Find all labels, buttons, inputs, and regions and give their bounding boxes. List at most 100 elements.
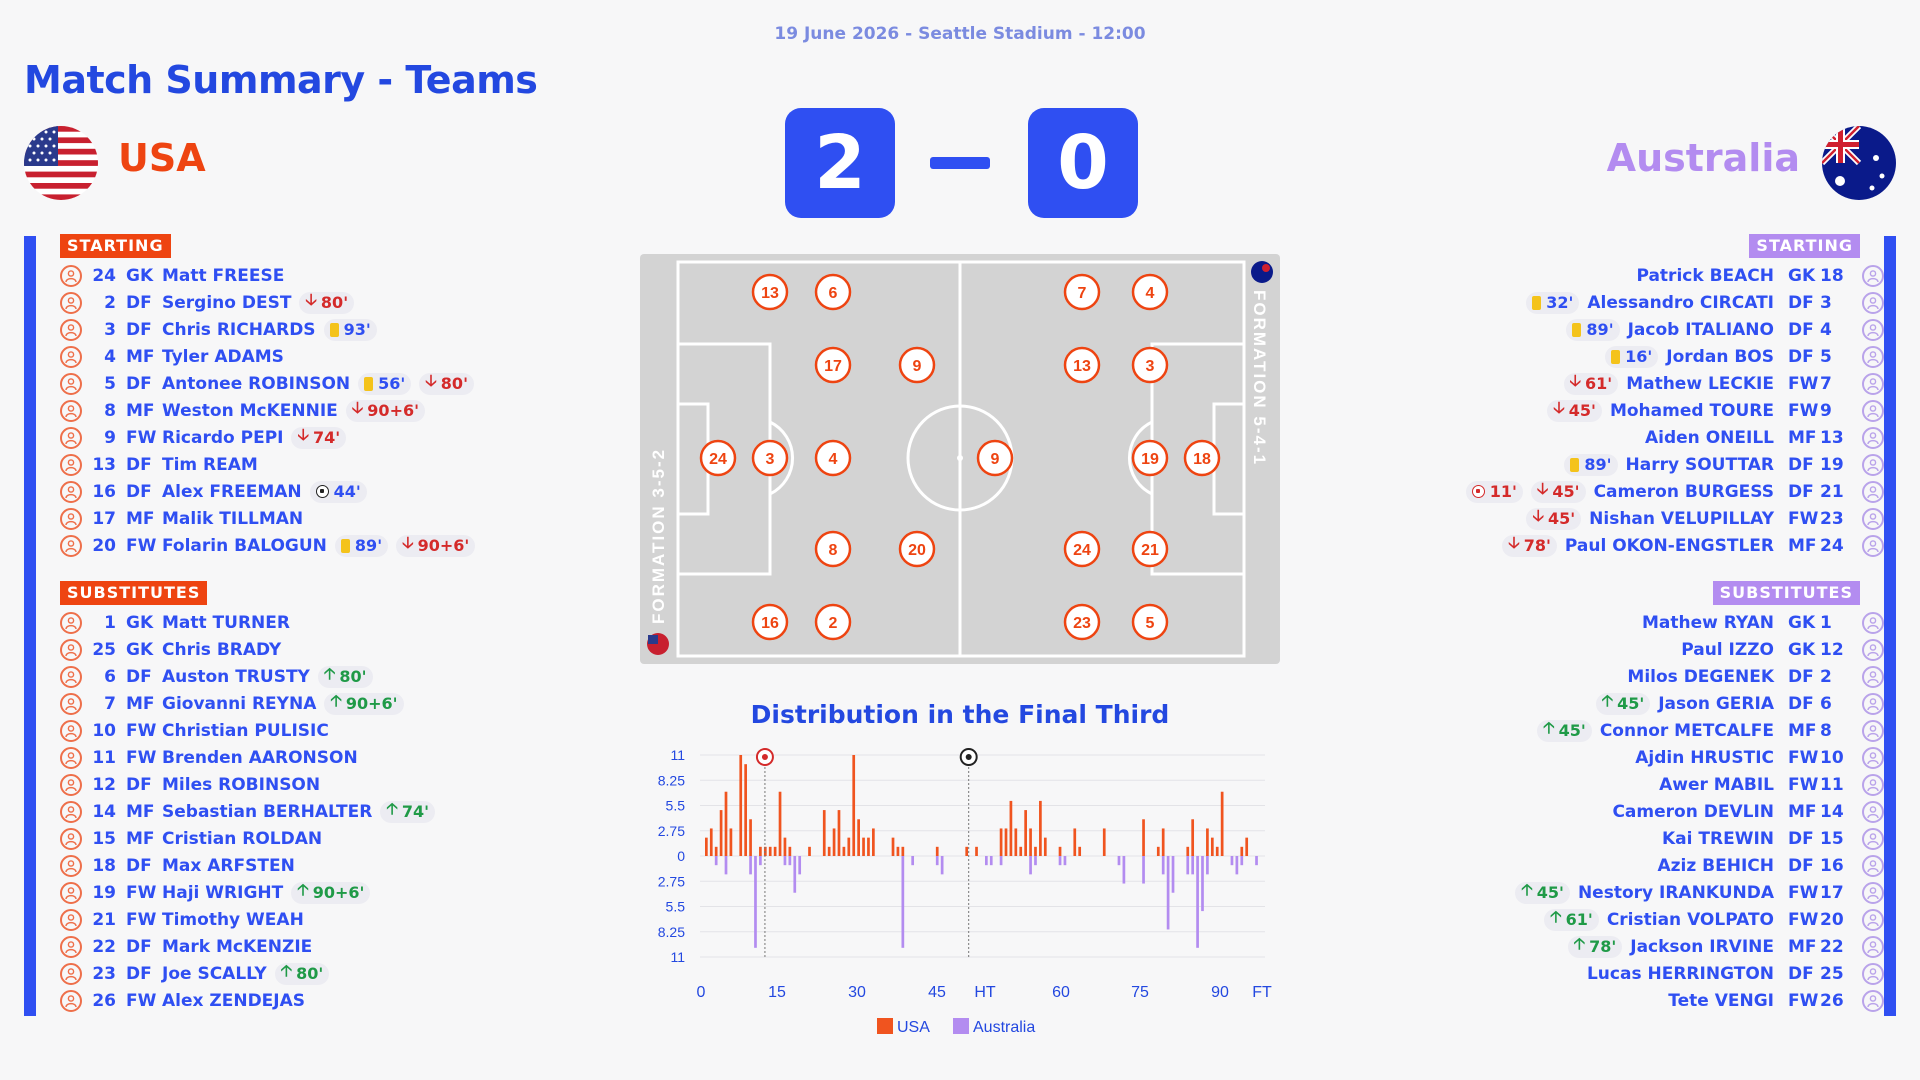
- pitch-player-9[interactable]: 9: [898, 346, 936, 384]
- pitch-player-2[interactable]: 2: [814, 603, 852, 641]
- player-row[interactable]: 4 MF Tyler ADAMS: [60, 343, 475, 370]
- player-row[interactable]: 9 FW Ricardo PEPI 🡣 74': [60, 424, 475, 451]
- pitch-player-13[interactable]: 13: [1063, 346, 1101, 384]
- player-row[interactable]: 1 GK Matt TURNER: [60, 609, 435, 636]
- player-row[interactable]: 6 DF Auston TRUSTY 🡡 80': [60, 663, 435, 690]
- player-row[interactable]: Milos DEGENEK DF 2: [1515, 663, 1884, 690]
- sub-in-arrow-icon: 🡡: [297, 880, 309, 899]
- pitch-player-16[interactable]: 16: [751, 603, 789, 641]
- australia-bar: [1117, 856, 1121, 866]
- player-row[interactable]: Aiden ONEILL MF 13: [1466, 424, 1884, 451]
- pitch-player-number: 13: [761, 285, 779, 302]
- usa-bar: [827, 846, 831, 856]
- player-row[interactable]: Paul IZZO GK 12: [1515, 636, 1884, 663]
- pitch-player-21[interactable]: 21: [1131, 530, 1169, 568]
- player-row[interactable]: Mathew RYAN GK 1: [1515, 609, 1884, 636]
- australia-bar: [1196, 856, 1199, 948]
- player-row[interactable]: 🡣 61' Mathew LECKIE FW 7: [1466, 370, 1884, 397]
- usa-bar: [705, 837, 708, 856]
- player-row[interactable]: Patrick BEACH GK 18: [1466, 262, 1884, 289]
- pitch-player-9[interactable]: 9: [976, 439, 1014, 477]
- player-row[interactable]: 🡡 45' Jason GERIA DF 6: [1515, 690, 1884, 717]
- player-row[interactable]: 19 FW Haji WRIGHT 🡡 90+6': [60, 879, 435, 906]
- pitch-player-19[interactable]: 19: [1131, 439, 1169, 477]
- player-row[interactable]: 🡡 78' Jackson IRVINE MF 22: [1515, 933, 1884, 960]
- player-row[interactable]: 12 DF Miles ROBINSON: [60, 771, 435, 798]
- event-badge-card: 89': [334, 534, 389, 557]
- pitch-player-8[interactable]: 8: [814, 530, 852, 568]
- player-number: 7: [1820, 373, 1832, 394]
- sub-out-arrow-icon: 🡣: [1536, 479, 1549, 498]
- player-row[interactable]: 10 FW Christian PULISIC: [60, 717, 435, 744]
- pitch-player-7[interactable]: 7: [1063, 273, 1101, 311]
- pitch-player-4[interactable]: 4: [1131, 273, 1169, 311]
- player-row[interactable]: 2 DF Sergino DEST 🡣 80': [60, 289, 475, 316]
- pitch-player-17[interactable]: 17: [814, 346, 852, 384]
- player-row[interactable]: 11 FW Brenden AARONSON: [60, 744, 435, 771]
- player-row[interactable]: 🡡 61' Cristian VOLPATO FW 20: [1515, 906, 1884, 933]
- player-row[interactable]: 21 FW Timothy WEAH: [60, 906, 435, 933]
- player-row[interactable]: Tete VENGI FW 26: [1515, 987, 1884, 1014]
- player-row[interactable]: 24 GK Matt FREESE: [60, 262, 475, 289]
- event-minute: 45': [1558, 721, 1586, 740]
- player-row[interactable]: 26 FW Alex ZENDEJAS: [60, 987, 435, 1014]
- player-row[interactable]: 🡡 45' Connor METCALFE MF 8: [1515, 717, 1884, 744]
- pitch-player-24[interactable]: 24: [1063, 530, 1101, 568]
- player-row[interactable]: 🡣 45' Nishan VELUPILLAY FW 23: [1466, 505, 1884, 532]
- player-row[interactable]: 5 DF Antonee ROBINSON 56' 🡣 80': [60, 370, 475, 397]
- pitch-player-number: 4: [1146, 285, 1155, 302]
- player-row[interactable]: 23 DF Joe SCALLY 🡡 80': [60, 960, 435, 987]
- pitch-player-3[interactable]: 3: [751, 439, 789, 477]
- player-avatar-icon: [1862, 800, 1884, 823]
- pitch-player-3[interactable]: 3: [1131, 346, 1169, 384]
- player-name: Jackson IRVINE: [1630, 936, 1774, 957]
- player-row[interactable]: 17 MF Malik TILLMAN: [60, 505, 475, 532]
- usa-bar: [778, 791, 782, 856]
- player-row[interactable]: 🡡 45' Nestory IRANKUNDA FW 17: [1515, 879, 1884, 906]
- player-row[interactable]: 22 DF Mark McKENZIE: [60, 933, 435, 960]
- usa-bar: [788, 846, 792, 856]
- event-minute: 11': [1489, 482, 1517, 501]
- player-row[interactable]: 13 DF Tim REAM: [60, 451, 475, 478]
- player-row[interactable]: 14 MF Sebastian BERHALTER 🡡 74': [60, 798, 436, 825]
- pitch-player-24[interactable]: 24: [699, 439, 737, 477]
- event-badge-in: 🡡 90+6': [291, 880, 371, 904]
- pitch-player-4[interactable]: 4: [814, 439, 852, 477]
- player-row[interactable]: Cameron DEVLIN MF 14: [1515, 798, 1884, 825]
- player-row[interactable]: 25 GK Chris BRADY: [60, 636, 435, 663]
- player-row[interactable]: Awer MABIL FW 11: [1515, 771, 1884, 798]
- player-avatar-icon: [1862, 426, 1884, 449]
- player-row[interactable]: 8 MF Weston McKENNIE 🡣 90+6': [60, 397, 475, 424]
- pitch-player-13[interactable]: 13: [751, 273, 789, 311]
- player-row[interactable]: 11' 🡣 45' Cameron BURGESS DF 21: [1465, 478, 1884, 505]
- player-row[interactable]: 16' Jordan BOS DF 5: [1466, 343, 1884, 370]
- player-row[interactable]: 89' Jacob ITALIANO DF 4: [1466, 316, 1884, 343]
- player-row[interactable]: 15 MF Cristian ROLDAN: [60, 825, 435, 852]
- player-row[interactable]: Kai TREWIN DF 15: [1515, 825, 1884, 852]
- pitch-player-20[interactable]: 20: [898, 530, 936, 568]
- player-row[interactable]: 20 FW Folarin BALOGUN 89' 🡣 90+6': [60, 532, 476, 559]
- player-name: Mark McKENZIE: [162, 936, 313, 957]
- pitch-player-18[interactable]: 18: [1183, 439, 1221, 477]
- player-row[interactable]: Lucas HERRINGTON DF 25: [1515, 960, 1884, 987]
- player-number: 23: [1820, 508, 1844, 529]
- player-name: Jordan BOS: [1666, 346, 1774, 367]
- pitch-player-23[interactable]: 23: [1063, 603, 1101, 641]
- player-name: Chris RICHARDS: [162, 319, 316, 340]
- player-row[interactable]: Aziz BEHICH DF 16: [1515, 852, 1884, 879]
- player-row[interactable]: 🡣 78' Paul OKON-ENGSTLER MF 24: [1466, 532, 1884, 559]
- usa-bar: [1210, 837, 1214, 856]
- player-name: Tim REAM: [162, 454, 258, 475]
- player-row[interactable]: 🡣 45' Mohamed TOURE FW 9: [1466, 397, 1884, 424]
- player-row[interactable]: 18 DF Max ARFSTEN: [60, 852, 435, 879]
- pitch-player-5[interactable]: 5: [1131, 603, 1169, 641]
- player-row[interactable]: 7 MF Giovanni REYNA 🡡 90+6': [60, 690, 435, 717]
- yellow-card-icon: [1570, 457, 1580, 472]
- player-number: 7: [104, 693, 116, 714]
- player-row[interactable]: Ajdin HRUSTIC FW 10: [1515, 744, 1884, 771]
- player-row[interactable]: 32' Alessandro CIRCATI DF 3: [1466, 289, 1884, 316]
- pitch-player-6[interactable]: 6: [814, 273, 852, 311]
- player-row[interactable]: 3 DF Chris RICHARDS 93': [60, 316, 475, 343]
- player-row[interactable]: 89' Harry SOUTTAR DF 19: [1466, 451, 1884, 478]
- player-row[interactable]: 16 DF Alex FREEMAN 44': [60, 478, 475, 505]
